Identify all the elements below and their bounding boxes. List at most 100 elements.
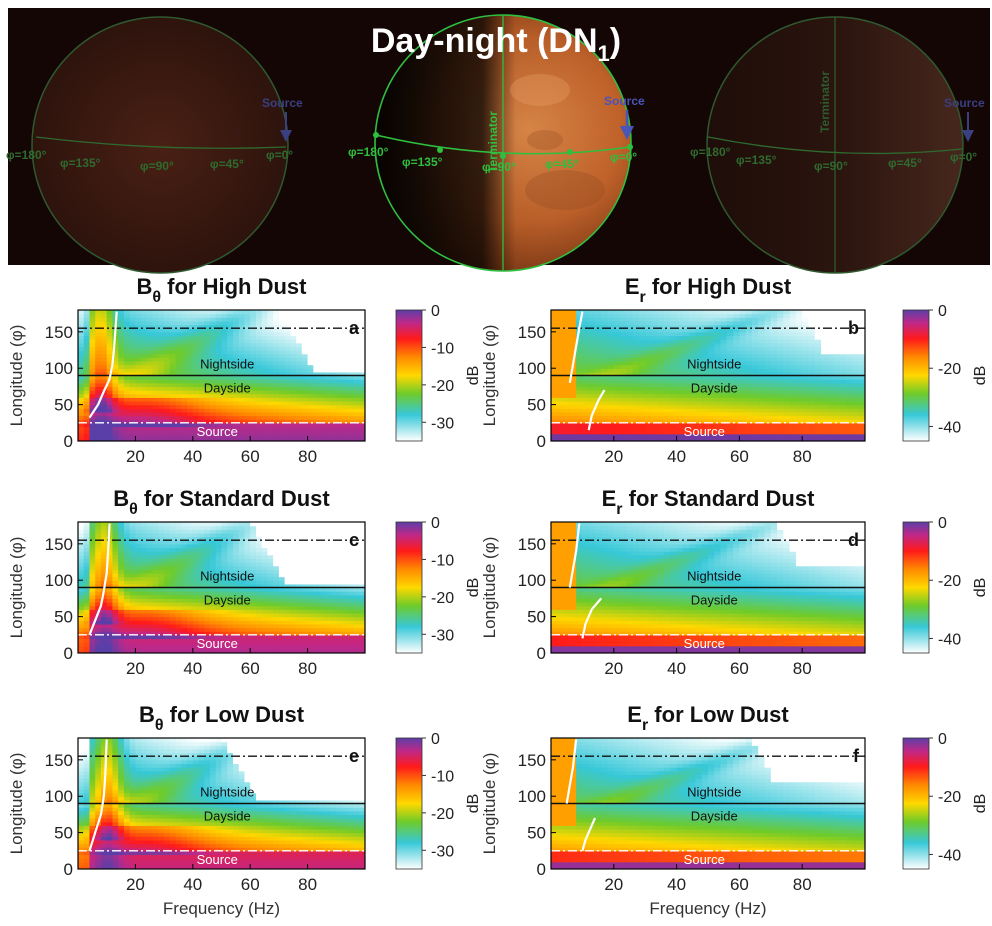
heatmap-cell — [130, 558, 136, 562]
heatmap-cell — [608, 397, 615, 401]
heatmap-cell — [783, 354, 790, 358]
heatmap-cell — [233, 620, 239, 624]
heatmap-cell — [164, 573, 170, 577]
heatmap-cell — [633, 401, 640, 405]
heatmap-cell — [582, 394, 589, 398]
heatmap-cell — [153, 383, 159, 387]
heatmap-cell — [89, 558, 95, 562]
heatmap-cell — [595, 383, 602, 387]
heatmap-cell — [821, 343, 828, 347]
heatmap-cell — [95, 354, 101, 358]
heatmap-cell — [790, 365, 797, 369]
heatmap-cell — [204, 533, 210, 537]
heatmap-cell — [262, 628, 268, 632]
heatmap-cell — [233, 335, 239, 339]
heatmap-cell — [262, 434, 268, 438]
heatmap-cell — [273, 405, 279, 409]
heatmap-cell — [95, 624, 101, 628]
heatmap-cell — [227, 609, 233, 613]
heatmap-cell — [267, 566, 273, 570]
heatmap-cell — [354, 401, 360, 405]
heatmap-cell — [107, 624, 113, 628]
heatmap-cell — [595, 365, 602, 369]
heatmap-cell — [670, 317, 677, 321]
heatmap-cell — [262, 569, 268, 573]
heatmap-cell — [290, 394, 296, 398]
heatmap-cell — [170, 426, 176, 430]
heatmap-cell — [89, 569, 95, 573]
heatmap-cell — [176, 602, 182, 606]
heatmap-cell — [695, 416, 702, 420]
heatmap-cell — [564, 397, 571, 401]
heatmap-cell — [285, 346, 291, 350]
heatmap-cell — [181, 379, 187, 383]
heatmap-cell — [176, 339, 182, 343]
heatmap-cell — [348, 346, 354, 350]
heatmap-cell — [135, 526, 141, 530]
heatmap-cell — [193, 569, 199, 573]
heatmap-cell — [164, 544, 170, 548]
heatmap-cell — [658, 386, 665, 390]
heatmap-cell — [267, 401, 273, 405]
heatmap-cell — [658, 434, 665, 438]
heatmap-cell — [187, 350, 193, 354]
heatmap-cell — [78, 620, 84, 624]
heatmap-cell — [267, 339, 273, 343]
heatmap-cell — [107, 642, 113, 646]
heatmap-cell — [267, 613, 273, 617]
heatmap-cell — [827, 397, 834, 401]
heatmap-cell — [95, 580, 101, 584]
heatmap-cell — [570, 426, 577, 430]
heatmap-cell — [210, 397, 216, 401]
heatmap-cell — [239, 416, 245, 420]
heatmap-cell — [216, 544, 222, 548]
heatmap-cell — [262, 526, 268, 530]
heatmap-cell — [336, 401, 342, 405]
heatmap-cell — [95, 390, 101, 394]
heatmap-cell — [733, 408, 740, 412]
heatmap-cell — [758, 339, 765, 343]
heatmap-cell — [147, 562, 153, 566]
heatmap-cell — [239, 339, 245, 343]
heatmap-cell — [210, 624, 216, 628]
heatmap-cell — [645, 339, 652, 343]
heatmap-cell — [319, 408, 325, 412]
heatmap-cell — [107, 598, 113, 602]
heatmap-cell — [124, 434, 130, 438]
heatmap-cell — [285, 368, 291, 372]
heatmap-cell — [244, 617, 250, 621]
heatmap-cell — [325, 426, 331, 430]
heatmap-cell — [210, 335, 216, 339]
heatmap-cell — [620, 405, 627, 409]
heatmap-cell — [739, 343, 746, 347]
heatmap-cell — [796, 386, 803, 390]
heatmap-cell — [170, 405, 176, 409]
heatmap-cell — [181, 598, 187, 602]
heatmap-cell — [181, 602, 187, 606]
heatmap-cell — [808, 426, 815, 430]
heatmap-cell — [551, 386, 558, 390]
heatmap-cell — [834, 354, 841, 358]
heatmap-cell — [551, 390, 558, 394]
heatmap-cell — [193, 310, 199, 314]
heatmap-cell — [827, 408, 834, 412]
heatmap-cell — [170, 434, 176, 438]
heatmap-cell — [601, 310, 608, 314]
heatmap-cell — [89, 522, 95, 526]
heatmap-cell — [147, 624, 153, 628]
heatmap-cell — [834, 394, 841, 398]
heatmap-cell — [796, 343, 803, 347]
heatmap-cell — [752, 390, 759, 394]
heatmap-cell — [101, 368, 107, 372]
heatmap-cell — [256, 332, 262, 336]
heatmap-cell — [267, 620, 273, 624]
heatmap-cell — [834, 314, 841, 318]
heatmap-cell — [313, 314, 319, 318]
heatmap-cell — [153, 595, 159, 599]
heatmap-cell — [164, 397, 170, 401]
heatmap-cell — [239, 408, 245, 412]
heatmap-cell — [118, 343, 124, 347]
heatmap-cell — [765, 361, 772, 365]
heatmap-cell — [302, 314, 308, 318]
heatmap-cell — [84, 317, 90, 321]
